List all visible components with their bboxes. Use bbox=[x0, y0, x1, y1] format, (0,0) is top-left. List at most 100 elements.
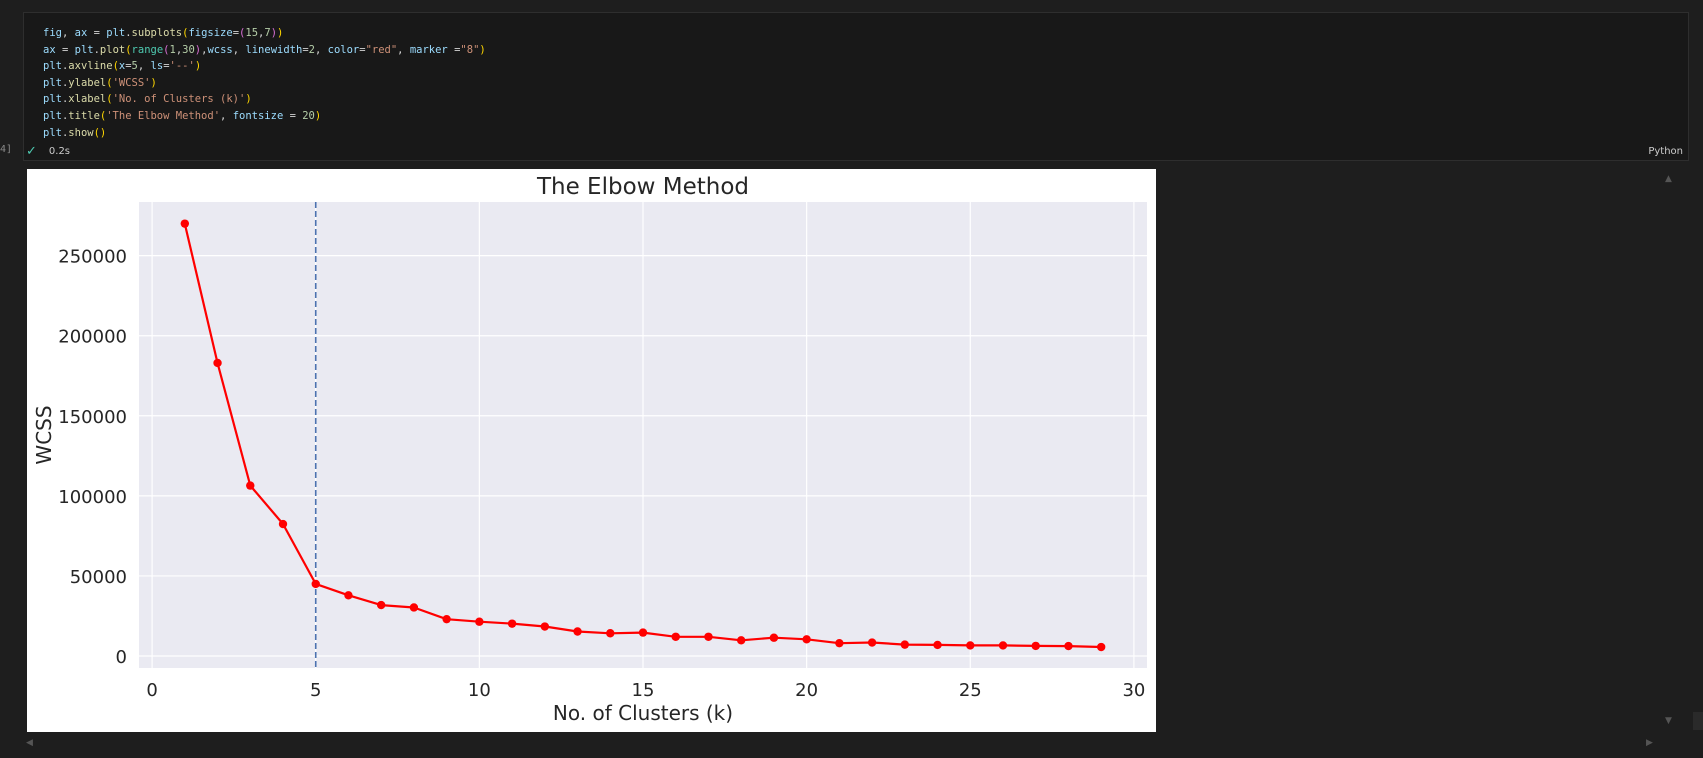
data-point bbox=[704, 632, 713, 641]
code-token: plt bbox=[43, 126, 62, 139]
code-token: wcss bbox=[207, 43, 233, 56]
data-point bbox=[1031, 641, 1040, 651]
code-token: 'WCSS' bbox=[112, 76, 151, 89]
code-token: 'The Elbow Method' bbox=[106, 109, 221, 122]
code-token: 1 bbox=[169, 43, 176, 56]
code-token: = bbox=[163, 60, 170, 73]
code-token: . bbox=[61, 109, 69, 122]
data-point bbox=[246, 481, 255, 490]
x-tick-label: 10 bbox=[468, 680, 491, 701]
x-tick-label: 25 bbox=[959, 680, 982, 701]
code-token: fontsize bbox=[232, 109, 284, 122]
code-token: ( bbox=[112, 60, 119, 73]
data-point bbox=[1064, 641, 1073, 651]
code-token: , bbox=[220, 109, 233, 122]
code-token: , bbox=[137, 60, 151, 73]
x-tick-label: 5 bbox=[310, 680, 321, 701]
code-token: color bbox=[327, 43, 360, 56]
code-token: = bbox=[232, 27, 240, 39]
code-token: ) bbox=[194, 43, 202, 56]
code-token: = bbox=[447, 43, 461, 56]
code-line: plt.show() bbox=[43, 125, 486, 142]
code-line: plt.ylabel('WCSS') bbox=[43, 75, 486, 92]
code-token: = bbox=[55, 43, 75, 56]
code-token: . bbox=[61, 93, 69, 106]
data-point bbox=[475, 617, 484, 626]
code-token: plot bbox=[99, 43, 126, 56]
code-token: , bbox=[397, 43, 410, 56]
execution-count: 4] bbox=[0, 144, 13, 155]
x-tick-label: 30 bbox=[1122, 680, 1145, 701]
data-point bbox=[376, 600, 386, 610]
code-token: marker bbox=[409, 43, 448, 56]
code-token: axvline bbox=[68, 60, 113, 73]
code-line: plt.axvline(x=5, ls='--') bbox=[43, 58, 486, 75]
code-token: plt bbox=[43, 76, 62, 89]
code-token: = bbox=[302, 43, 309, 56]
data-point bbox=[900, 640, 910, 649]
data-point bbox=[769, 633, 779, 642]
data-point bbox=[867, 638, 877, 647]
code-token: figsize bbox=[188, 27, 233, 39]
data-point bbox=[409, 603, 419, 612]
code-token: . bbox=[125, 27, 132, 39]
output-chart: 0 50000 100000 150000 200000 250000 0 5 10 15 20 25… bbox=[27, 169, 1156, 732]
code-token: title bbox=[68, 109, 100, 122]
y-tick-label: 250000 bbox=[58, 247, 127, 268]
code-token: ) bbox=[314, 109, 322, 122]
code-text[interactable]: fig, ax = plt.subplots(figsize=(15,7)) ax… bbox=[43, 25, 486, 141]
code-token: ( bbox=[106, 93, 113, 106]
code-token: 5 bbox=[131, 60, 138, 73]
code-token: x bbox=[118, 60, 126, 73]
code-token: . bbox=[93, 43, 100, 56]
data-point bbox=[671, 632, 680, 641]
code-token: plt bbox=[43, 109, 62, 122]
code-token: 7 bbox=[264, 27, 271, 39]
code-token: ( bbox=[163, 43, 170, 56]
code-token: xlabel bbox=[68, 93, 107, 106]
data-point bbox=[802, 635, 811, 644]
code-token: show bbox=[68, 126, 94, 139]
language-selector[interactable]: Python bbox=[1648, 146, 1683, 157]
data-point bbox=[213, 358, 222, 368]
data-point bbox=[835, 638, 844, 648]
code-token: range bbox=[131, 43, 164, 56]
scroll-left-icon[interactable]: ◀ bbox=[26, 738, 33, 748]
x-tick-label: 0 bbox=[146, 680, 157, 701]
data-point bbox=[998, 641, 1008, 650]
data-point bbox=[966, 641, 975, 650]
x-tick-label: 15 bbox=[632, 680, 655, 701]
scroll-up-icon[interactable]: ▲ bbox=[1665, 174, 1672, 184]
check-icon: ✓ bbox=[26, 143, 37, 159]
code-token: , bbox=[258, 27, 265, 39]
code-token: . bbox=[61, 60, 69, 73]
code-token: , bbox=[175, 43, 183, 56]
scroll-right-icon[interactable]: ▶ bbox=[1646, 738, 1653, 748]
x-axis-label: No. of Clusters (k) bbox=[553, 701, 733, 725]
y-tick-label: 50000 bbox=[70, 567, 127, 588]
code-token: plt bbox=[106, 27, 126, 39]
data-point bbox=[540, 622, 550, 631]
code-line: plt.title('The Elbow Method', fontsize =… bbox=[43, 108, 486, 125]
data-point bbox=[180, 219, 190, 228]
code-editor[interactable]: fig, ax = plt.subplots(figsize=(15,7)) ax… bbox=[23, 12, 1689, 161]
code-token: fig bbox=[43, 27, 62, 39]
cell-status: ✓ 0.2s bbox=[26, 142, 70, 160]
data-point bbox=[344, 591, 353, 600]
scrollbar-thumb[interactable] bbox=[1693, 712, 1703, 730]
scroll-down-icon[interactable]: ▼ bbox=[1665, 716, 1672, 726]
data-point bbox=[638, 628, 648, 637]
code-token: ( bbox=[125, 43, 132, 56]
y-tick-label: 200000 bbox=[58, 327, 127, 348]
code-token: () bbox=[93, 126, 107, 139]
code-token: = bbox=[283, 109, 303, 122]
data-point bbox=[933, 640, 942, 650]
code-token: 'No. of Clusters (k)' bbox=[112, 93, 246, 106]
code-token: = bbox=[359, 43, 366, 56]
code-token: . bbox=[61, 76, 69, 89]
code-token: ( bbox=[239, 27, 246, 39]
data-point bbox=[573, 627, 582, 636]
code-token: ax bbox=[74, 27, 88, 39]
code-token: ( bbox=[182, 27, 189, 39]
